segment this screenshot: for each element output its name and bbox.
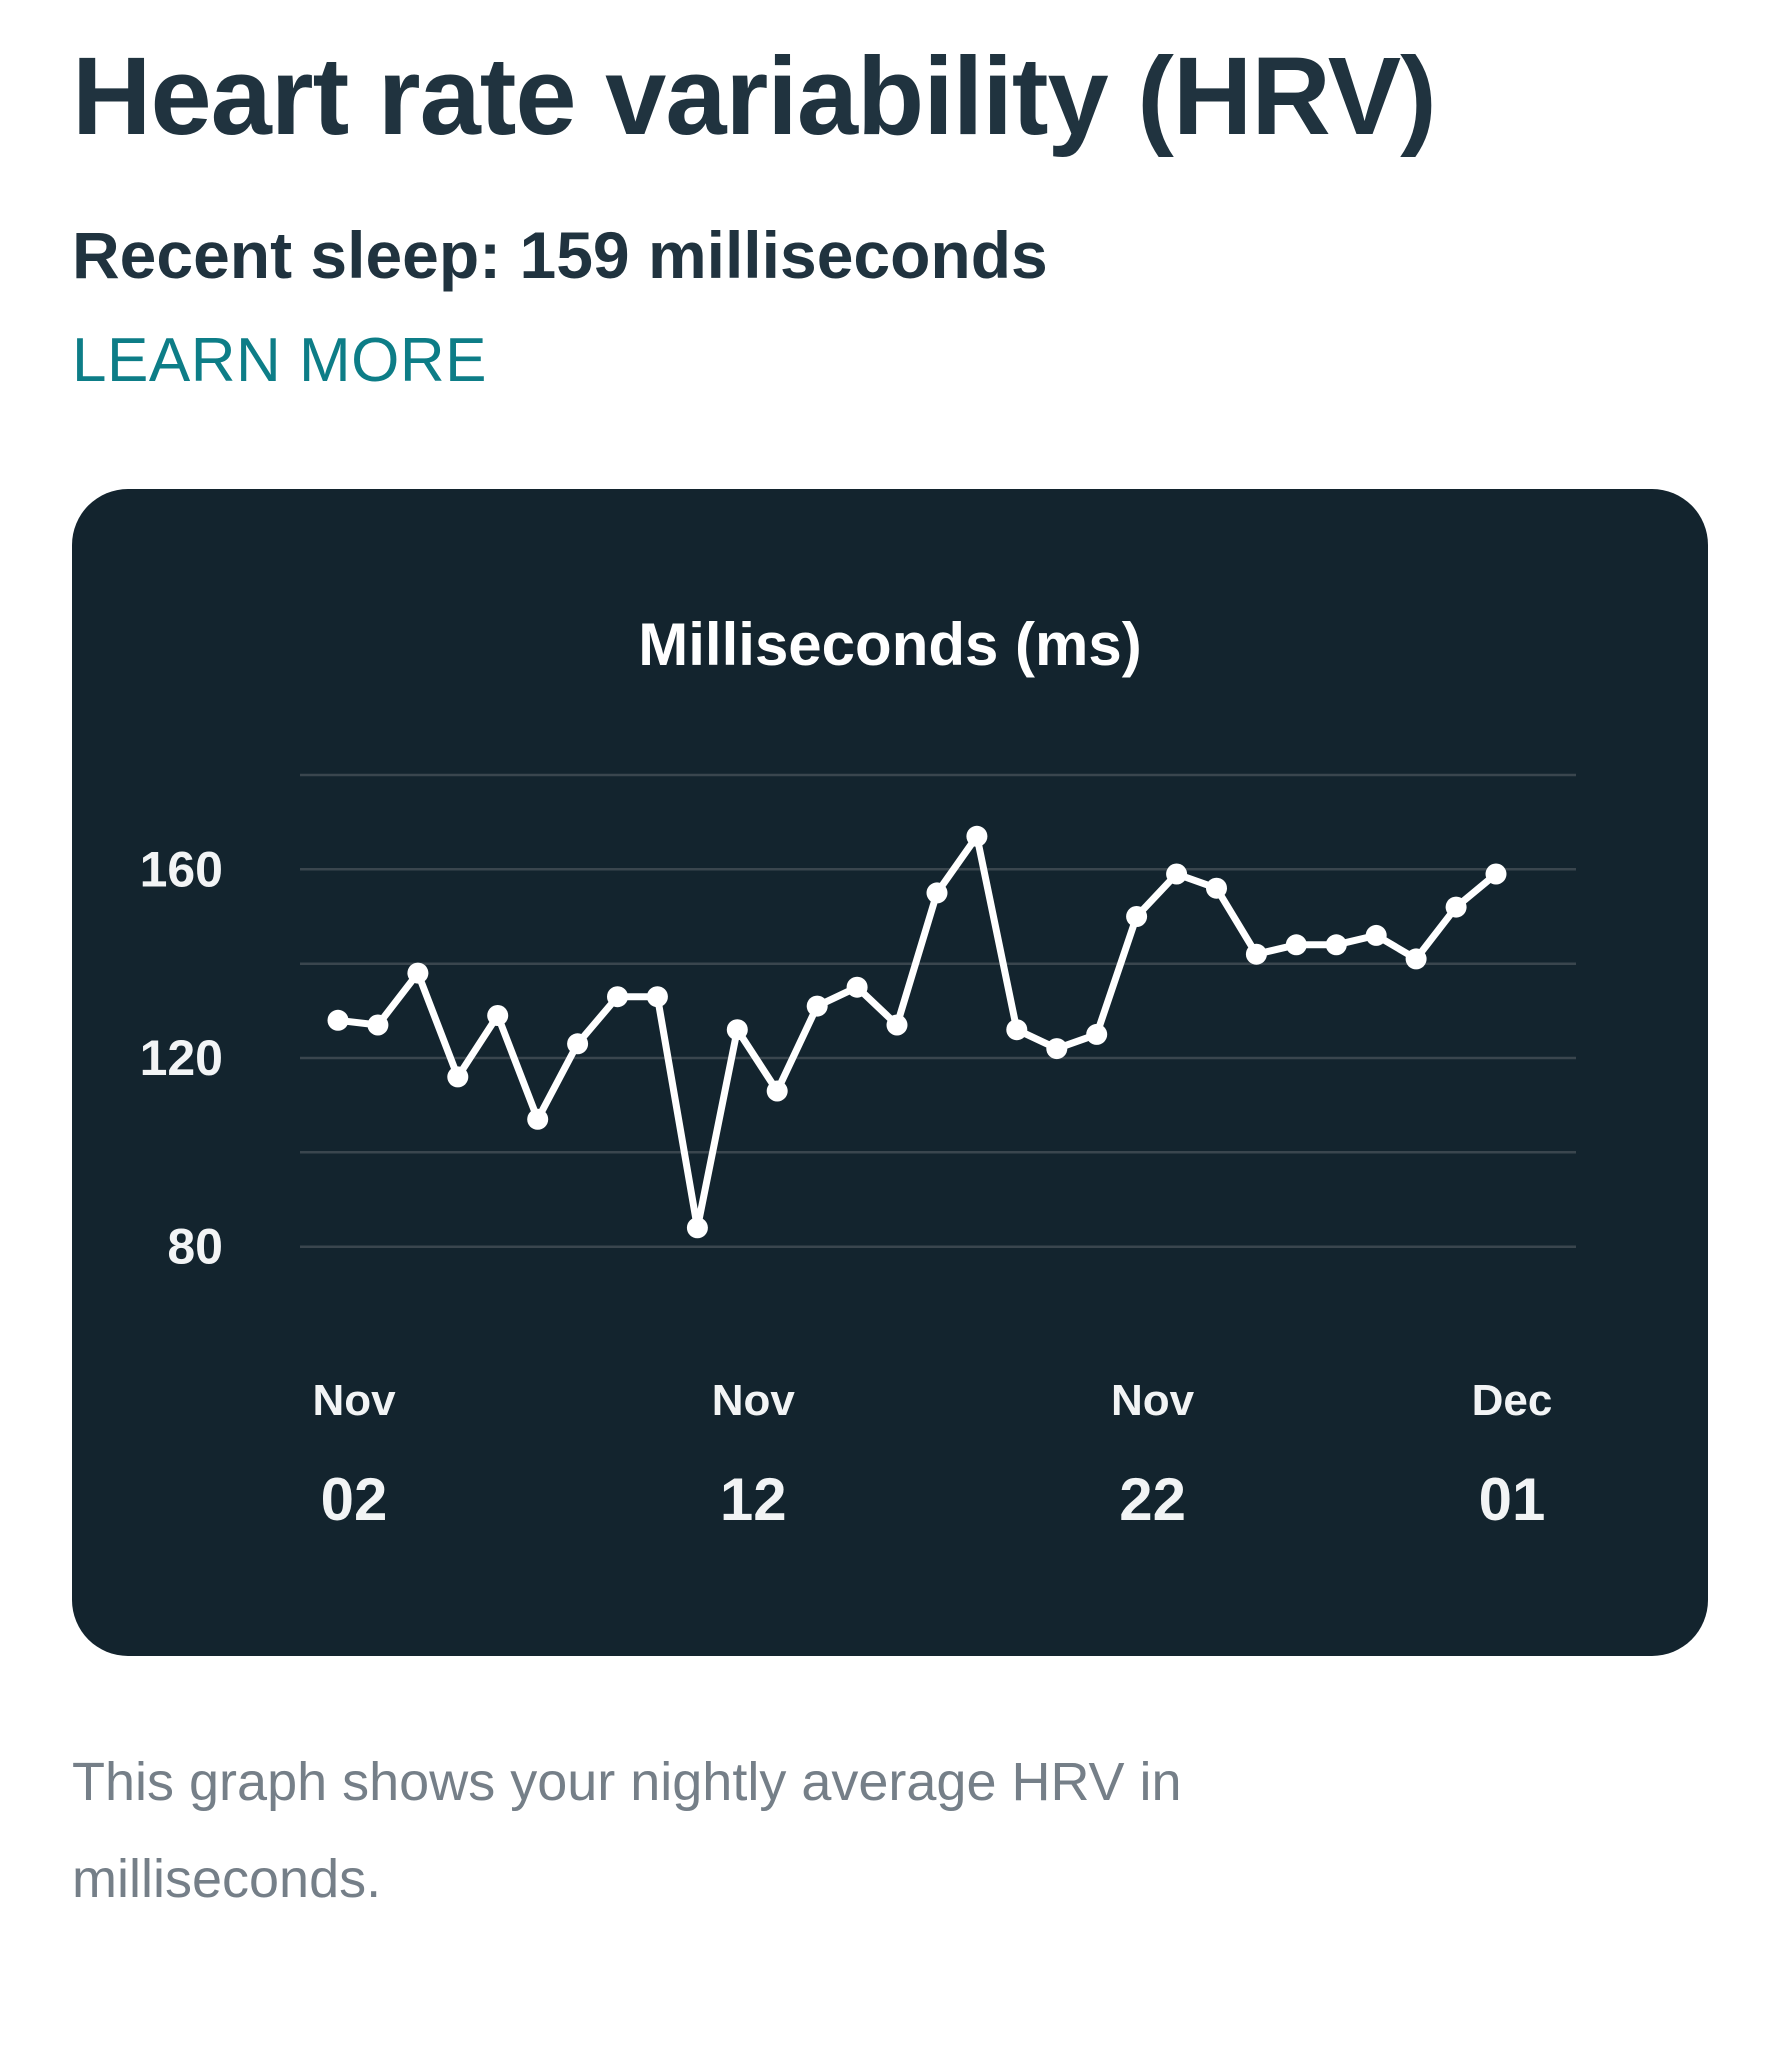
svg-text:22: 22: [1119, 1466, 1186, 1533]
hrv-chart-card: 160 120 80 Nov 02 Nov 12 Nov 22 Dec 01 Millisecond…: [72, 489, 1708, 1656]
svg-text:01: 01: [1479, 1466, 1546, 1533]
svg-text:Nov: Nov: [712, 1376, 796, 1425]
svg-text:12: 12: [720, 1466, 787, 1533]
svg-text:Nov: Nov: [312, 1376, 396, 1425]
recent-sleep-summary: Recent sleep: 159 milliseconds: [72, 218, 1048, 292]
svg-text:160: 160: [140, 841, 223, 897]
learn-more-link[interactable]: LEARN MORE: [72, 326, 487, 395]
svg-text:80: 80: [167, 1219, 223, 1275]
svg-text:Dec: Dec: [1472, 1376, 1553, 1425]
svg-text:120: 120: [140, 1030, 223, 1086]
hrv-line-chart[interactable]: 160 120 80 Nov 02 Nov 12 Nov 22 Dec 01: [72, 489, 1708, 1656]
chart-caption: This graph shows your nightly average HR…: [72, 1752, 1182, 1910]
svg-text:Nov: Nov: [1111, 1376, 1195, 1425]
page-title: Heart rate variability (HRV): [72, 35, 1437, 158]
chart-title: Milliseconds (ms): [638, 611, 1142, 678]
svg-text:02: 02: [321, 1466, 388, 1533]
